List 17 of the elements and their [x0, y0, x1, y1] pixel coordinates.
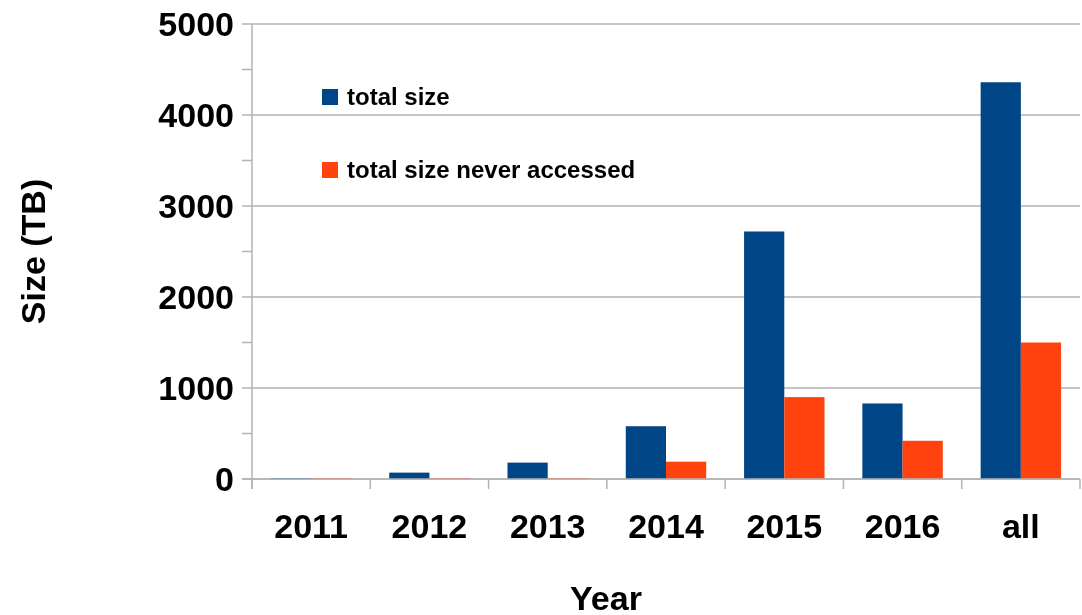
x-tick-label: 2011	[274, 507, 349, 545]
x-tick-label: 2015	[746, 507, 823, 545]
x-tick-label: 2014	[628, 507, 704, 545]
y-tick-label: 0	[215, 459, 234, 498]
y-tick-label: 1000	[158, 368, 234, 407]
y-tick-label: 4000	[158, 95, 234, 134]
x-tick-label: 2013	[509, 507, 586, 545]
y-tick-label: 5000	[158, 4, 234, 43]
x-axis-title: Year	[570, 579, 642, 615]
x-tick-label: 2012	[391, 507, 468, 545]
y-tick-label: 2000	[158, 277, 234, 316]
y-axis-title: Size (TB)	[14, 178, 52, 325]
x-tick-label: 2016	[864, 507, 941, 545]
legend-label: total size	[347, 83, 450, 111]
y-tick-label: 3000	[158, 186, 234, 225]
legend-label: total size never accessed	[347, 156, 636, 184]
x-tick-label: all	[1001, 507, 1040, 545]
